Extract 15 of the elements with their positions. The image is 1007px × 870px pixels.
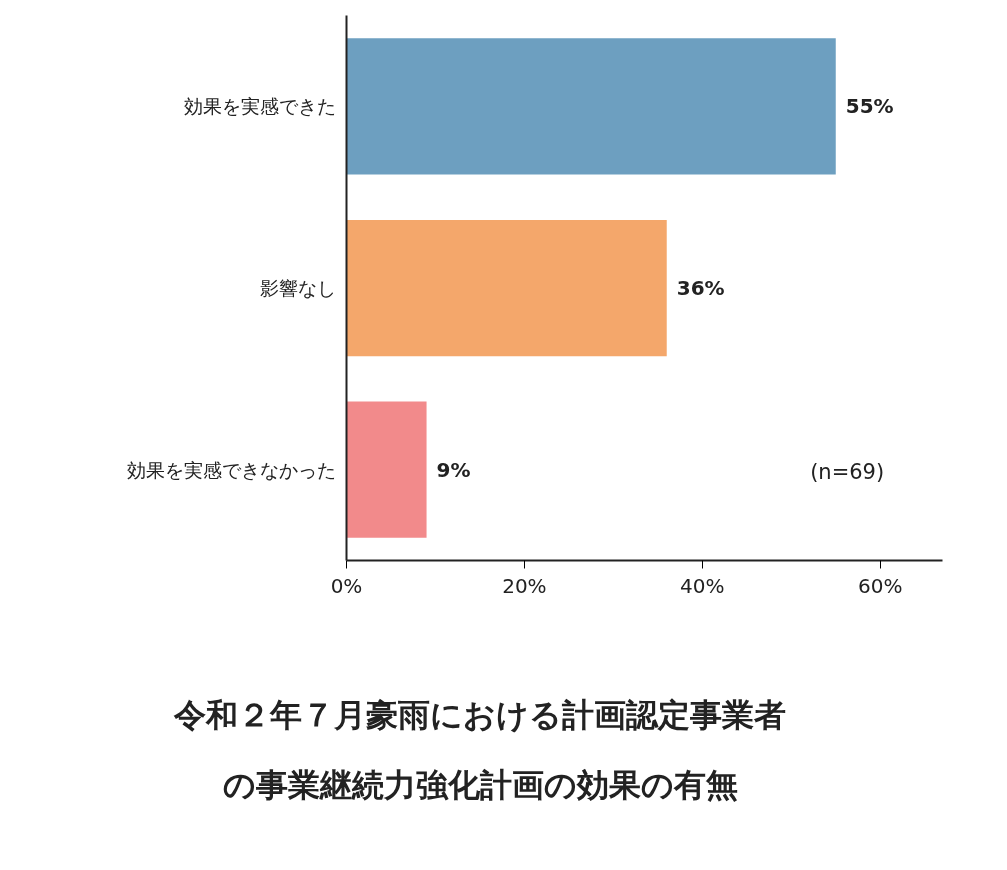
annotation: (n=69) [810,460,885,485]
x-tick-label: 40% [680,573,725,598]
bar [346,401,427,538]
text: 令和２年７月豪雨における計画認定事業者の事業継続力強化計画の効果の有無 [173,695,787,806]
data-label: 36% [676,276,725,300]
y-tick-label: 効果を実感できなかった [126,458,336,481]
x-tick-label: 20% [502,573,547,598]
data-label: 55% [845,94,894,119]
bar [346,38,836,175]
bar [346,219,667,357]
x-tick-label: 60% [858,573,903,598]
data-label: 9% [436,457,471,482]
y-tick-label: 効果を実感できた [183,95,336,118]
x-tick-label: 0% [330,573,363,598]
y-tick-label: 影響なし [259,277,336,299]
